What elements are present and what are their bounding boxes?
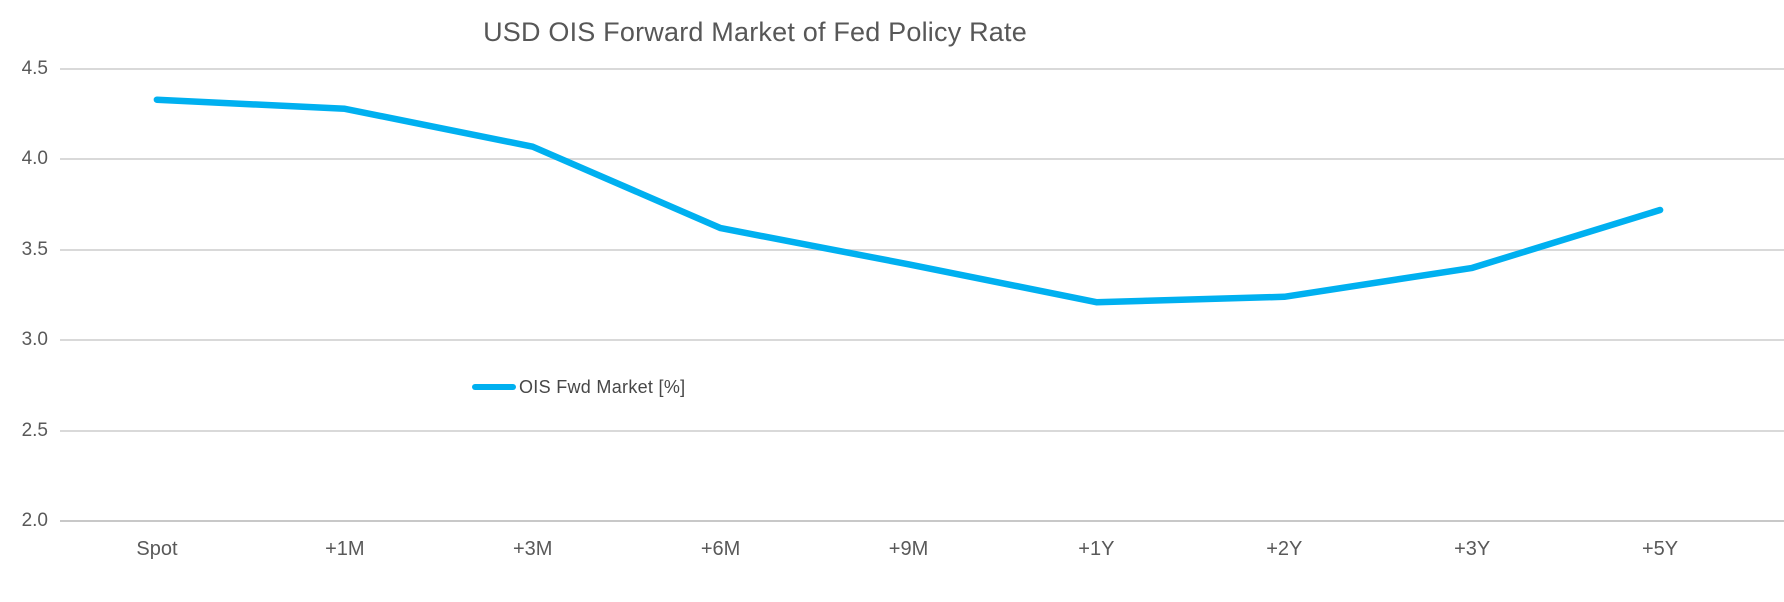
y-axis-tick-label: 3.5	[21, 238, 48, 260]
x-axis-tick-label: +1M	[325, 538, 365, 560]
gridline	[60, 429, 1784, 432]
x-axis-tick-label: +5Y	[1641, 538, 1679, 560]
y-axis-tick-label: 2.5	[21, 419, 48, 441]
x-axis-tick-label: +1Y	[1078, 538, 1115, 560]
gridline	[60, 520, 1784, 522]
x-axis-tick-label: +6M	[700, 538, 741, 560]
gridline	[60, 248, 1784, 251]
legend: OIS Fwd Market [%]	[472, 376, 686, 397]
x-axis-tick-label: +2Y	[1266, 538, 1303, 560]
y-axis-tick-label: 3.0	[21, 329, 48, 351]
y-axis-tick-label: 4.0	[21, 148, 48, 170]
x-axis-tick-label: +3M	[512, 538, 553, 560]
series-line	[153, 96, 1664, 306]
gridline	[60, 68, 1784, 70]
gridline	[60, 339, 1784, 342]
x-axis-tick-label: Spot	[136, 538, 178, 560]
y-axis-tick-label: 4.5	[21, 58, 48, 79]
chart-title: USD OIS Forward Market of Fed Policy Rat…	[483, 17, 1027, 47]
x-axis-tick-label: +3Y	[1454, 538, 1491, 560]
x-axis-tick-label: +9M	[888, 538, 929, 560]
legend-label: OIS Fwd Market [%]	[519, 376, 686, 397]
gridline	[60, 158, 1784, 161]
legend-line-swatch-icon	[472, 384, 516, 390]
y-axis-tick-label: 2.0	[21, 510, 48, 531]
